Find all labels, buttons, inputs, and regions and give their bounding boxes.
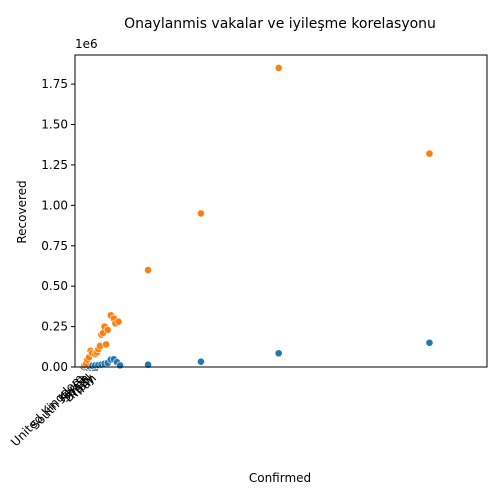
plot-area-frame: [74, 54, 488, 368]
data-point: [116, 361, 124, 370]
data-point: [425, 149, 434, 158]
data-point: [102, 340, 110, 349]
y-tick-label: 0.25: [41, 320, 68, 334]
y-axis-label: Recovered: [15, 180, 29, 243]
data-point: [274, 64, 283, 72]
y-tick-label: 1.50: [41, 118, 68, 132]
chart-title: Onaylanmis vakalar ve iyileşme korelasyo…: [124, 16, 436, 32]
y-tick-label: 1.25: [41, 158, 68, 172]
data-point: [103, 325, 112, 334]
y-tick-label: 0.50: [41, 279, 68, 293]
data-point: [425, 338, 434, 347]
data-point: [197, 357, 205, 366]
data-point: [274, 349, 283, 358]
y-tick-label: 1.75: [41, 77, 68, 91]
y-tick-label: 1.00: [41, 198, 68, 212]
x-axis-label: Confirmed: [249, 471, 311, 485]
data-point: [197, 209, 205, 218]
data-points: [79, 64, 434, 371]
y-tick-label: 0.00: [41, 360, 68, 374]
y-offset-label: 1e6: [75, 37, 98, 51]
y-tick-label: 0.75: [41, 239, 68, 253]
data-point: [144, 266, 152, 274]
y-axis-ticks: 0.00 0.25 0.50 0.75 1.00 1.25 1.50 1.75: [41, 77, 75, 374]
data-point: [114, 317, 123, 326]
